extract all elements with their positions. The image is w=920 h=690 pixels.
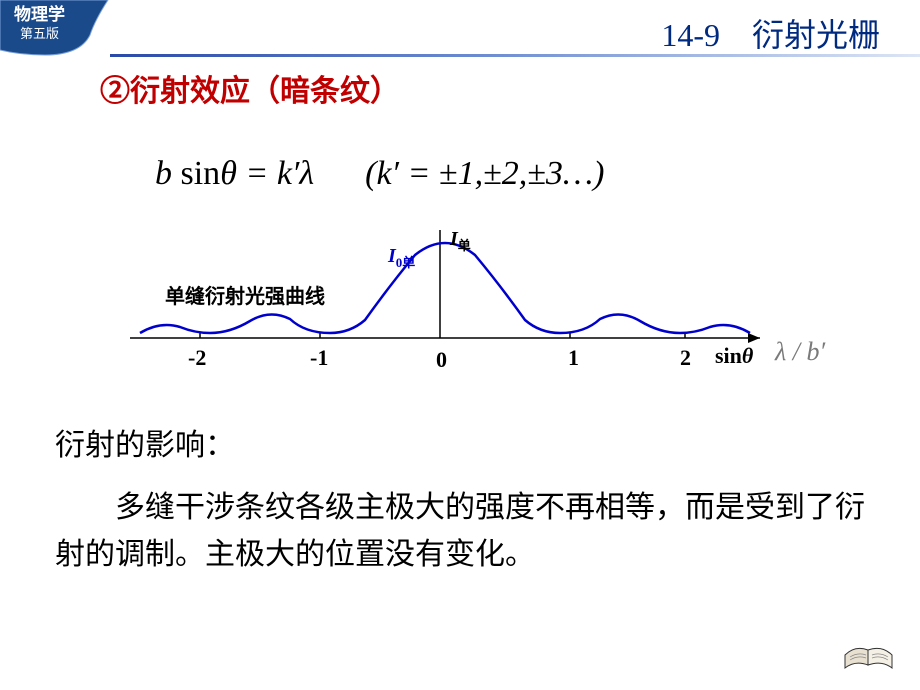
curve-label: 单缝衍射光强曲线 xyxy=(165,280,325,309)
badge-subtitle: 第五版 xyxy=(14,26,65,43)
diffraction-chart: 单缝衍射光强曲线 I0单 I单 -2 -1 0 1 2 sinθ λ / b′ xyxy=(130,225,830,375)
xtick-0: 0 xyxy=(436,347,447,373)
body-text: 多缝干涉条纹各级主极大的强度不再相等，而是受到了衍射的调制。主极大的位置没有变化… xyxy=(55,485,875,578)
chapter-title: 衍射光栅 xyxy=(752,17,880,53)
xtick-neg2: -2 xyxy=(188,345,206,371)
chapter-header: 14-9 衍射光栅 xyxy=(661,10,880,56)
xaxis-label: sinθ xyxy=(715,343,753,369)
xtick-neg1: -1 xyxy=(310,345,328,371)
chapter-num: 14-9 xyxy=(661,17,720,53)
badge-text: 物理学 第五版 xyxy=(14,4,65,43)
body-heading: 衍射的影响： xyxy=(55,420,235,464)
xaxis-unit: λ / b′ xyxy=(775,337,825,367)
xtick-2: 2 xyxy=(680,345,691,371)
equation: b sinθ = k′λ (k′ = ±1,±2,±3…) xyxy=(155,155,604,193)
yaxis-label: I单 xyxy=(450,228,471,254)
xtick-1: 1 xyxy=(568,345,579,371)
badge-title: 物理学 xyxy=(14,4,65,26)
section-subtitle: ②衍射效应（暗条纹） xyxy=(100,66,400,110)
peak-label: I0单 xyxy=(388,245,415,271)
book-icon xyxy=(840,620,900,670)
slide: 物理学 第五版 14-9 衍射光栅 ②衍射效应（暗条纹） b sinθ = k′… xyxy=(0,0,920,690)
divider-line xyxy=(110,54,920,57)
corner-badge: 物理学 第五版 xyxy=(0,0,120,65)
